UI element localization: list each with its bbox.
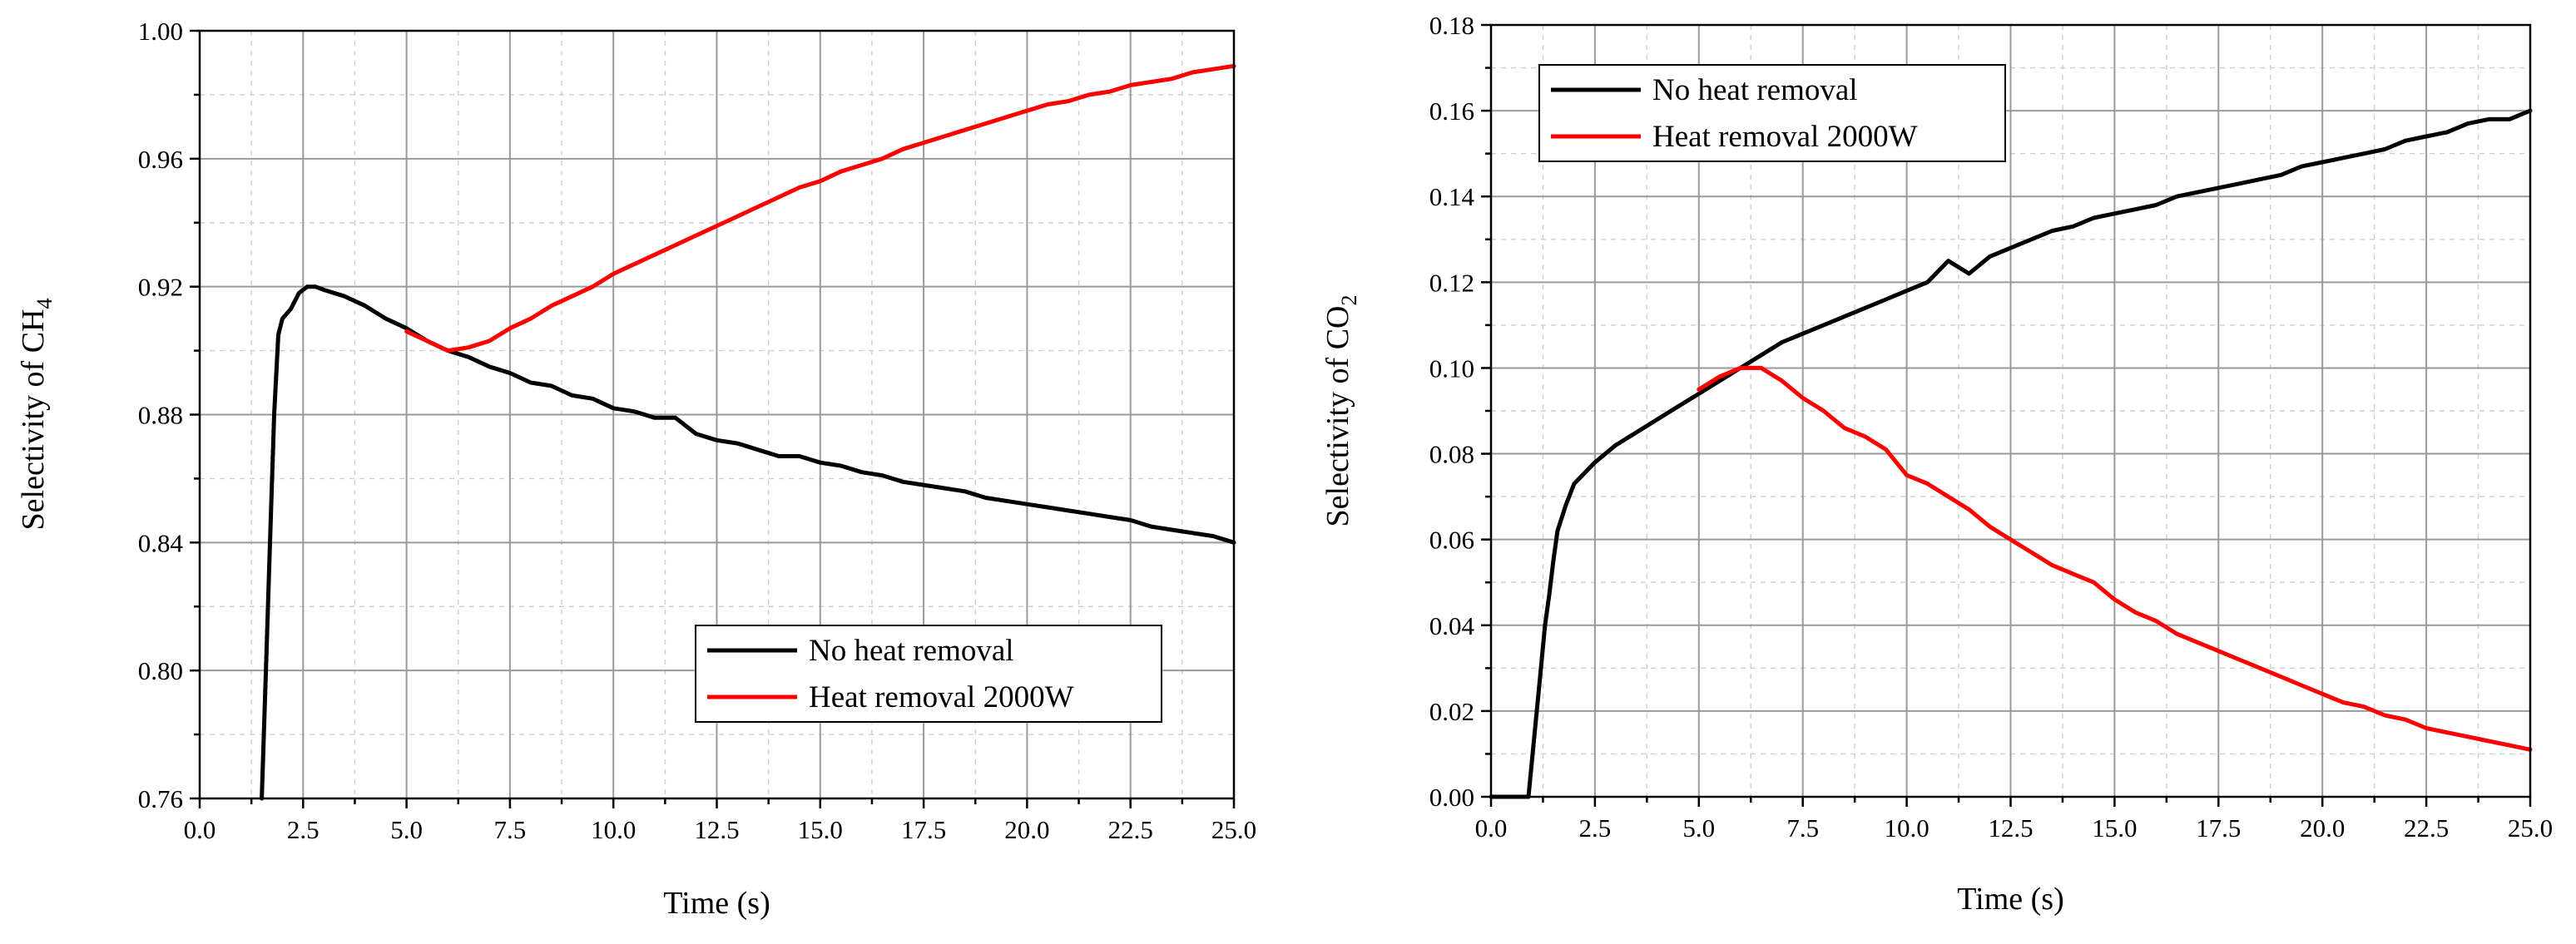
x-tick-label: 15.0 xyxy=(2092,813,2137,843)
y-tick-label: 0.80 xyxy=(138,656,183,685)
y-tick-label: 0.96 xyxy=(138,145,183,174)
x-tick-label: 15.0 xyxy=(798,815,843,844)
y-tick-label: 0.18 xyxy=(1429,11,1474,40)
x-tick-label: 10.0 xyxy=(1884,813,1929,843)
legend-box xyxy=(695,625,1162,723)
legend-label: No heat removal xyxy=(1652,73,1858,107)
x-tick-label: 5.0 xyxy=(1682,813,1715,843)
x-tick-label: 20.0 xyxy=(1004,815,1049,844)
x-tick-label: 25.0 xyxy=(2508,813,2553,843)
y-axis-title-main: Selectivity of CH xyxy=(16,309,51,531)
x-axis-title: Time (s) xyxy=(663,886,770,921)
co2-selectivity-chart: 0.0 2.5 5.0 7.5 10.0 12.5 15.0 17.5 20.0 22.5 25.0… xyxy=(1320,11,2553,917)
x-tick-label: 0.0 xyxy=(184,815,216,844)
x-tick-label: 12.5 xyxy=(1988,813,2033,843)
x-tick-label: 25.0 xyxy=(1211,815,1256,844)
x-tick-label: 7.5 xyxy=(494,815,527,844)
x-tick-label: 22.5 xyxy=(2404,813,2449,843)
x-axis-title: Time (s) xyxy=(1957,882,2063,917)
y-tick-label: 0.06 xyxy=(1429,526,1474,555)
legend: No heat removal Heat removal 2000W xyxy=(695,625,1162,723)
series-line-heat-removal-2000w xyxy=(1697,365,2533,752)
y-axis-title-main: Selectivity of CO xyxy=(1320,306,1355,527)
y-tick-label: 0.88 xyxy=(138,401,183,430)
series-line-heat-removal-2000w xyxy=(404,63,1236,353)
y-axis-title-subscript: 2 xyxy=(1337,295,1361,306)
legend-label: No heat removal xyxy=(809,634,1014,668)
x-tick-label: 5.0 xyxy=(390,815,423,844)
y-tick-label: 0.10 xyxy=(1429,353,1474,383)
y-axis-title-subscript: 4 xyxy=(32,299,57,309)
x-tick-label: 17.5 xyxy=(901,815,946,844)
y-axis-title: Selectivity of CO2 xyxy=(1320,295,1361,527)
x-tick-label: 10.0 xyxy=(591,815,636,844)
legend: No heat removal Heat removal 2000W xyxy=(1538,64,2006,162)
x-axis: 0.0 2.5 5.0 7.5 10.0 12.5 15.0 17.5 20.0 22.5 25.0 xyxy=(1475,797,2553,843)
x-tick-label: 2.5 xyxy=(287,815,320,844)
y-tick-label: 0.02 xyxy=(1429,697,1474,726)
legend-label: Heat removal 2000W xyxy=(1652,120,1918,154)
x-tick-label: 22.5 xyxy=(1108,815,1153,844)
x-tick-label: 2.5 xyxy=(1579,813,1612,843)
y-tick-label: 0.76 xyxy=(138,784,183,813)
x-tick-label: 17.5 xyxy=(2196,813,2241,843)
y-axis-title: Selectivity of CH4 xyxy=(16,299,57,531)
y-axis: 0.00 0.02 0.04 0.06 0.08 0.10 0.12 0.14 0.16 0.18 xyxy=(1429,11,1491,812)
x-tick-label: 12.5 xyxy=(694,815,739,844)
y-tick-label: 0.84 xyxy=(138,528,184,557)
series-line-no-heat-removal xyxy=(260,284,1236,801)
y-tick-label: 0.08 xyxy=(1429,440,1474,469)
y-tick-label: 0.04 xyxy=(1429,611,1475,640)
series-line-no-heat-removal xyxy=(1489,108,2533,799)
y-tick-label: 1.00 xyxy=(138,17,183,46)
x-axis: 0.0 2.5 5.0 7.5 10.0 12.5 15.0 17.5 20.0 22.5 25.0 xyxy=(184,798,1256,844)
y-axis: 0.76 0.80 0.84 0.88 0.92 0.96 1.00 xyxy=(138,17,200,813)
legend-label: Heat removal 2000W xyxy=(809,680,1074,714)
x-tick-label: 0.0 xyxy=(1475,813,1508,843)
y-tick-label: 0.12 xyxy=(1429,268,1474,297)
y-tick-label: 0.16 xyxy=(1429,96,1474,126)
x-tick-label: 20.0 xyxy=(2300,813,2345,843)
x-tick-label: 7.5 xyxy=(1786,813,1819,843)
y-tick-label: 0.14 xyxy=(1429,182,1475,211)
legend-box xyxy=(1538,64,2006,162)
y-tick-label: 0.92 xyxy=(138,273,183,302)
ch4-selectivity-chart: 0.0 2.5 5.0 7.5 10.0 12.5 15.0 17.5 20.0 22.5 25.0… xyxy=(16,17,1256,921)
y-tick-label: 0.00 xyxy=(1429,783,1474,812)
